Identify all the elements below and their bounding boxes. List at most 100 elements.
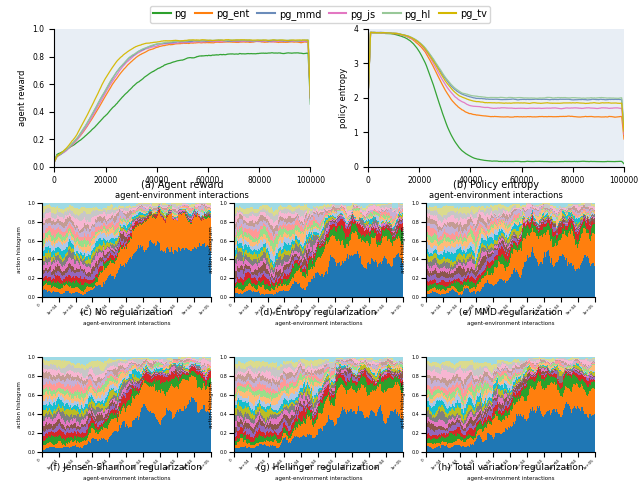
Bar: [335, 222, 336, 226]
Bar: [171, 364, 172, 365]
Bar: [90, 362, 91, 367]
Bar: [132, 219, 133, 220]
Bar: [456, 395, 457, 402]
Bar: [466, 248, 467, 252]
Bar: [338, 367, 339, 368]
Bar: [287, 235, 288, 238]
Bar: [161, 357, 162, 358]
Bar: [84, 272, 86, 278]
Bar: [176, 214, 177, 215]
Bar: [542, 224, 543, 230]
Bar: [507, 383, 508, 388]
Bar: [543, 366, 545, 367]
Bar: [587, 370, 588, 374]
Bar: [274, 398, 275, 405]
Bar: [287, 436, 288, 440]
Bar: [478, 402, 479, 406]
Bar: [346, 357, 348, 358]
Bar: [241, 290, 242, 294]
Bar: [547, 223, 548, 230]
Bar: [110, 369, 111, 370]
Bar: [50, 232, 51, 237]
Bar: [53, 224, 54, 227]
Bar: [56, 401, 58, 409]
Bar: [248, 423, 250, 427]
Bar: [474, 284, 475, 287]
Bar: [136, 212, 138, 213]
Bar: [138, 369, 140, 370]
Bar: [440, 243, 442, 251]
Bar: [492, 420, 493, 435]
Bar: [251, 260, 252, 265]
Bar: [461, 246, 462, 250]
Bar: [88, 429, 89, 435]
Bar: [560, 371, 561, 376]
Bar: [156, 203, 157, 206]
Bar: [462, 446, 463, 452]
Bar: [378, 363, 379, 364]
Bar: [104, 421, 105, 424]
Bar: [95, 394, 96, 399]
Bar: [88, 225, 89, 228]
Bar: [148, 208, 149, 209]
Bar: [339, 370, 340, 373]
Bar: [586, 395, 587, 414]
Bar: [252, 437, 253, 442]
Bar: [582, 216, 583, 217]
Bar: [93, 396, 94, 399]
Bar: [136, 382, 137, 383]
Bar: [519, 384, 520, 389]
Bar: [156, 372, 157, 373]
Bar: [475, 363, 476, 370]
Bar: [41, 403, 42, 407]
Bar: [536, 357, 537, 358]
Bar: [283, 264, 284, 268]
Bar: [305, 247, 307, 252]
Bar: [341, 212, 342, 213]
Bar: [328, 232, 329, 237]
Bar: [511, 253, 512, 274]
Bar: [520, 361, 521, 364]
Bar: [582, 206, 583, 207]
Bar: [54, 376, 55, 380]
Bar: [493, 217, 494, 218]
Bar: [565, 220, 566, 223]
Bar: [288, 234, 289, 237]
Bar: [435, 263, 436, 269]
Bar: [559, 359, 560, 360]
Bar: [443, 280, 444, 285]
Bar: [121, 206, 122, 208]
Bar: [149, 374, 150, 375]
Bar: [304, 256, 305, 257]
Bar: [309, 239, 310, 243]
Bar: [553, 223, 554, 224]
Bar: [81, 373, 82, 377]
Bar: [234, 364, 235, 369]
Bar: [63, 375, 64, 380]
Bar: [207, 205, 208, 207]
Bar: [110, 357, 111, 359]
Bar: [492, 365, 493, 372]
Bar: [176, 370, 177, 373]
Bar: [112, 360, 113, 362]
Bar: [245, 412, 246, 417]
Bar: [399, 219, 400, 222]
Bar: [333, 406, 334, 422]
Bar: [274, 431, 275, 434]
Bar: [330, 391, 332, 393]
Bar: [202, 218, 203, 219]
Bar: [439, 208, 440, 214]
Bar: [426, 207, 427, 209]
Bar: [394, 221, 395, 225]
Bar: [582, 217, 583, 220]
Bar: [428, 438, 429, 442]
Bar: [77, 226, 78, 228]
Bar: [552, 373, 553, 374]
Bar: [429, 223, 430, 227]
Bar: [285, 405, 286, 407]
Bar: [403, 366, 404, 369]
Bar: [297, 206, 298, 209]
Bar: [292, 234, 293, 237]
Bar: [588, 366, 589, 368]
Bar: [132, 369, 133, 370]
